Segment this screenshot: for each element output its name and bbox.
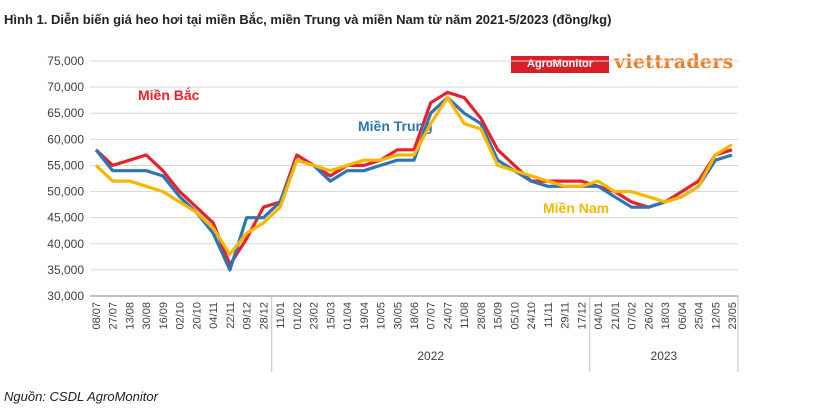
x-tick-label: 11/08 bbox=[459, 302, 471, 329]
x-tick-label: 28/12 bbox=[258, 302, 270, 330]
x-tick-label: 11/11 bbox=[543, 302, 555, 328]
x-tick-label: 01/04 bbox=[342, 302, 354, 330]
series-label: Miền Nam bbox=[543, 200, 609, 216]
chart-title: Hình 1. Diễn biến giá heo hơi tại miền B… bbox=[4, 12, 612, 27]
y-tick-label: 30,000 bbox=[47, 289, 84, 303]
y-tick-label: 45,000 bbox=[47, 211, 84, 225]
x-tick-label: 15/03 bbox=[325, 302, 337, 330]
x-tick-label: 17/12 bbox=[576, 302, 588, 330]
y-tick-label: 40,000 bbox=[47, 237, 84, 251]
y-tick-label: 35,000 bbox=[47, 263, 84, 277]
series-line-3 bbox=[94, 95, 733, 256]
x-tick-label: 30/05 bbox=[392, 302, 404, 330]
series-line-1 bbox=[94, 90, 733, 267]
x-tick-label: 15/09 bbox=[493, 302, 505, 330]
y-tick-label: 60,000 bbox=[47, 132, 84, 146]
x-tick-label: 23/02 bbox=[309, 302, 321, 330]
y-tick-label: 65,000 bbox=[47, 106, 84, 120]
x-tick-label: 13/08 bbox=[124, 302, 136, 330]
x-tick-label: 04/01 bbox=[593, 302, 605, 330]
series-label: Miền Bắc bbox=[138, 86, 200, 103]
x-tick-label: 06/04 bbox=[677, 302, 689, 330]
x-tick-label: 29/11 bbox=[560, 302, 572, 329]
x-tick-label: 12/05 bbox=[710, 302, 722, 330]
x-tick-label: 11/01 bbox=[275, 302, 287, 329]
x-tick-label: 26/02 bbox=[643, 302, 655, 330]
x-tick-label: 10/05 bbox=[376, 302, 388, 330]
x-tick-label: 01/02 bbox=[292, 302, 304, 330]
viettraders-logo: viettraders bbox=[614, 51, 734, 73]
x-tick-label: 20/10 bbox=[191, 302, 203, 330]
x-tick-label: 24/10 bbox=[526, 302, 538, 330]
x-tick-label: 25/04 bbox=[694, 302, 706, 330]
x-tick-label: 27/07 bbox=[108, 302, 120, 330]
year-label: 2023 bbox=[651, 349, 678, 363]
x-tick-label: 19/04 bbox=[359, 302, 371, 330]
x-tick-label: 07/02 bbox=[627, 302, 639, 330]
y-tick-label: 70,000 bbox=[47, 80, 84, 94]
y-tick-label: 55,000 bbox=[47, 158, 84, 172]
x-tick-label: 07/07 bbox=[426, 302, 438, 330]
x-tick-label: 28/08 bbox=[476, 302, 488, 330]
x-tick-label: 18/06 bbox=[409, 302, 421, 330]
x-tick-label: 30/08 bbox=[141, 302, 153, 330]
y-tick-label: 75,000 bbox=[47, 54, 84, 68]
x-tick-label: 18/03 bbox=[660, 302, 672, 330]
x-tick-label: 21/01 bbox=[610, 302, 622, 330]
year-label: 2022 bbox=[417, 349, 444, 363]
x-tick-label: 16/09 bbox=[158, 302, 170, 330]
y-tick-label: 50,000 bbox=[47, 185, 84, 199]
x-tick-label: 05/10 bbox=[509, 302, 521, 330]
source-note: Nguồn: CSDL AgroMonitor bbox=[4, 389, 158, 404]
x-tick-label: 08/07 bbox=[91, 302, 103, 330]
x-tick-label: 23/05 bbox=[727, 302, 739, 330]
x-tick-label: 22/11 bbox=[225, 302, 237, 329]
x-tick-label: 09/12 bbox=[242, 302, 254, 330]
x-tick-label: 02/10 bbox=[175, 302, 187, 330]
x-tick-label: 04/11 bbox=[208, 302, 220, 329]
series-label: Miền Trung bbox=[358, 118, 433, 134]
x-tick-label: 24/07 bbox=[442, 302, 454, 330]
